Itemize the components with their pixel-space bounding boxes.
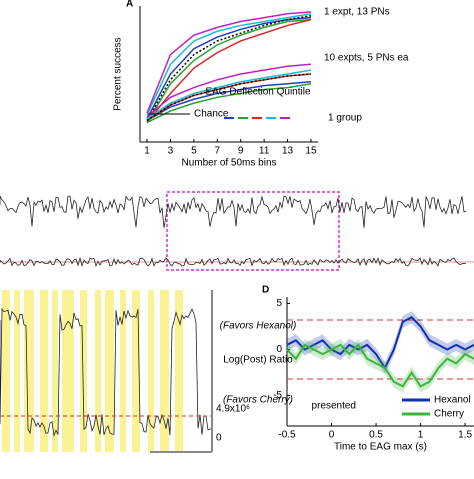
- highlight: [175, 290, 183, 452]
- trace-label: 4.9x10⁶: [216, 404, 250, 415]
- annotation: 1 expt, 13 PNs: [324, 7, 390, 18]
- y-tick-label: -5: [273, 390, 282, 401]
- legend-label: Cherry: [434, 409, 464, 420]
- trace-label: 0: [216, 433, 222, 444]
- x-tick-label: 0.5: [369, 430, 383, 441]
- x-axis-label: Number of 50ms bins: [181, 158, 276, 169]
- highlight: [95, 290, 101, 452]
- highlight: [24, 290, 34, 452]
- x-tick-label: 13: [282, 146, 294, 157]
- x-tick-label: -0.5: [278, 430, 296, 441]
- legend-label: Hexanol: [434, 395, 471, 406]
- annotation: EAG Deflection Quintile: [205, 87, 310, 98]
- series-line: [146, 13, 312, 116]
- y-tick-label: 0: [276, 344, 282, 355]
- x-axis-label: Time to EAG max (s): [334, 442, 427, 453]
- highlight: [120, 290, 126, 452]
- series-line: [146, 82, 312, 124]
- highlight: [52, 290, 58, 452]
- series-line: [146, 73, 312, 122]
- annotation: 1 group: [328, 113, 362, 124]
- x-tick-label: 11: [259, 146, 270, 157]
- series-line: [146, 16, 312, 120]
- highlight: [148, 290, 154, 452]
- series-line: [146, 81, 312, 122]
- series-line: [146, 69, 312, 120]
- highlight: [2, 290, 10, 452]
- x-tick-label: 3: [168, 146, 174, 157]
- favors-label: (Favors Hexanol): [220, 321, 297, 332]
- y-axis-label: Percent success: [113, 37, 124, 110]
- panel-letter: A: [126, 0, 133, 10]
- series-line: [146, 18, 312, 123]
- series-line: [146, 63, 312, 118]
- x-tick-label: 1: [144, 146, 150, 157]
- favors-label: (Favors Cherry): [223, 395, 293, 406]
- series-line: [146, 14, 312, 122]
- highlight-box: [166, 191, 340, 271]
- x-tick-label: 5: [191, 146, 197, 157]
- y-tick-label: 5: [276, 298, 282, 309]
- annotation: Chance: [194, 109, 229, 120]
- pn-trace: [0, 256, 467, 268]
- highlight: [80, 290, 87, 452]
- x-tick-label: 1: [418, 430, 424, 441]
- highlight: [14, 290, 20, 452]
- eag-trace: [0, 195, 467, 228]
- x-tick-label: 15: [305, 146, 317, 157]
- count-trace: [0, 307, 213, 437]
- series-line: [286, 343, 474, 388]
- x-tick-label: 0: [329, 430, 335, 441]
- highlight: [132, 290, 140, 452]
- highlight: [62, 290, 74, 452]
- x-tick-label: 7: [215, 146, 221, 157]
- legend-title: presented: [312, 401, 356, 412]
- series-line: [146, 18, 312, 124]
- series-line: [286, 316, 474, 370]
- series-line: [146, 11, 312, 114]
- highlight: [105, 290, 114, 452]
- highlight: [40, 290, 48, 452]
- x-tick-label: 1.5: [458, 430, 472, 441]
- x-tick-label: 9: [238, 146, 244, 157]
- panel-letter: D: [262, 285, 269, 296]
- annotation: 10 expts, 5 PNs ea: [324, 53, 409, 64]
- y-axis-label: Log(Post) Ratio: [223, 355, 293, 366]
- highlight: [160, 290, 169, 452]
